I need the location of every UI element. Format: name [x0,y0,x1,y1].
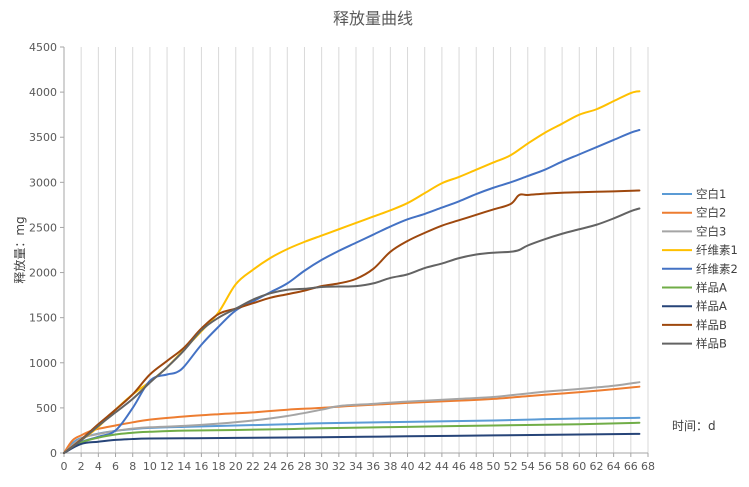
legend-label-3: 空白3 [696,224,726,238]
x-tick-label-33: 66 [624,460,638,473]
x-tick-label-28: 56 [538,460,552,473]
series-line-6 [63,421,641,454]
legend-label-9: 样品B [696,337,727,351]
grid-layer [80,47,649,453]
x-tick-label-22: 44 [435,460,449,473]
x-tick-label-21: 42 [418,460,432,473]
x-tick-label-25: 50 [486,460,500,473]
x-tick-label-31: 62 [589,460,603,473]
series-line-3 [63,381,641,454]
x-tick-label-0: 0 [61,460,68,473]
y-tick-label-2: 1000 [29,357,57,370]
chart-title: 释放量曲线 [333,9,413,28]
y-tick-label-6: 3000 [29,176,57,189]
x-tick-label-27: 54 [521,460,535,473]
x-tick-label-15: 30 [315,460,329,473]
legend-label-4: 纤维素1 [696,243,738,257]
x-tick-label-29: 58 [555,460,569,473]
x-tick-label-9: 18 [212,460,226,473]
legend-label-6: 样品A [696,281,727,295]
y-tick-label-8: 4000 [29,86,57,99]
x-tick-label-24: 48 [469,460,483,473]
x-tick-label-3: 6 [112,460,119,473]
x-axis-title: 时间：d [672,419,716,433]
x-tick-label-5: 10 [143,460,157,473]
y-tick-label-3: 1500 [29,312,57,325]
x-tick-label-1: 2 [78,460,85,473]
y-tick-label-1: 500 [36,402,57,415]
series-line-8 [63,189,641,454]
y-tick-label-9: 4500 [29,41,57,54]
x-tick-label-18: 36 [366,460,380,473]
x-tick-label-23: 46 [452,460,466,473]
y-tick-label-0: 0 [50,447,57,460]
x-tick-label-17: 34 [349,460,363,473]
series-line-7 [63,432,641,454]
x-tick-label-7: 14 [177,460,191,473]
x-tick-label-13: 26 [280,460,294,473]
legend-label-7: 样品A [696,299,727,313]
x-tick-label-6: 12 [160,460,174,473]
x-tick-label-14: 28 [297,460,311,473]
legend-label-8: 样品B [696,318,727,332]
series-layer [63,90,641,454]
x-tick-label-8: 16 [194,460,208,473]
x-tick-label-32: 64 [607,460,621,473]
y-tick-label-5: 2500 [29,221,57,234]
legend-label-1: 空白1 [696,187,726,201]
y-tick-label-4: 2000 [29,267,57,280]
x-tick-label-19: 38 [383,460,397,473]
y-tick-label-7: 3500 [29,131,57,144]
x-tick-label-10: 20 [229,460,243,473]
x-tick-label-11: 22 [246,460,260,473]
x-tick-label-2: 4 [95,460,102,473]
x-tick-label-26: 52 [504,460,518,473]
x-tick-label-20: 40 [401,460,415,473]
legend: 空白1 空白2 空白3 纤维素1 纤维素2 样品A 样品A 样品B 样品B [662,187,738,351]
series-line-9 [63,207,641,454]
legend-label-2: 空白2 [696,206,726,220]
legend-label-5: 纤维素2 [696,262,738,276]
x-tick-label-12: 24 [263,460,277,473]
series-line-5 [63,129,641,454]
x-tick-label-16: 32 [332,460,346,473]
x-tick-label-34: 68 [641,460,655,473]
y-axis-title: 释放量：mg [12,216,27,283]
x-tick-label-30: 60 [572,460,586,473]
x-tick-label-4: 8 [129,460,136,473]
